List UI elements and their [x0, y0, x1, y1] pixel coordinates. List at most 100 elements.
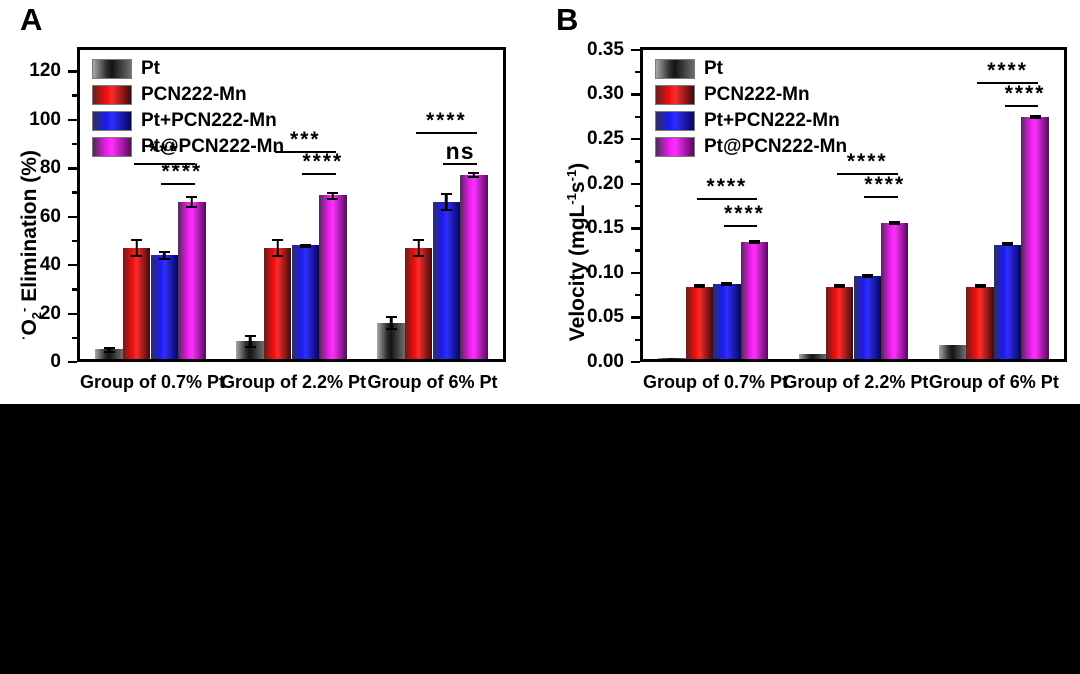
legend-item: Pt [92, 58, 284, 79]
error-bar-PCN222-Mn-group-2 [413, 238, 425, 258]
bar-Pt+PCN222-Mn-group-0 [713, 284, 741, 359]
legend-item: PCN222-Mn [655, 84, 847, 105]
bar-Pt@PCN222-Mn-group-0 [178, 201, 206, 359]
significance-bracket: *** [274, 125, 336, 154]
bar-Pt-group-0 [658, 358, 686, 359]
y-major-tick [631, 48, 640, 52]
significance-label: **** [987, 59, 1028, 83]
x-category-label: Group of 0.7% Pt [80, 372, 226, 392]
y-major-tick [631, 93, 640, 96]
error-bar-Pt@PCN222-Mn-group-0 [186, 196, 198, 208]
bar-Pt@PCN222-Mn-group-1 [880, 223, 909, 359]
bottom-black-bar [0, 404, 1080, 674]
panel-a-plot-area: Pt PCN222-Mn Pt+PCN222-Mn Pt@PCN222-Mn *** **… [77, 47, 506, 362]
y-tick-label: 20 [39, 302, 61, 324]
bar-Pt+PCN222-Mn-group-2 [432, 201, 461, 359]
error-bar-Pt@PCN222-Mn-group-1 [327, 191, 339, 201]
y-tick-label: 60 [39, 205, 61, 227]
legend-item: Pt+PCN222-Mn [92, 110, 284, 131]
significance-label: **** [1004, 82, 1046, 106]
panel-a-letter: A [20, 2, 43, 37]
y-tick-label: 120 [29, 60, 61, 82]
significance-label: *** [149, 140, 180, 164]
y-minor-tick [72, 142, 77, 146]
bar-Pt+PCN222-Mn-group-1 [291, 245, 320, 359]
bar-PCN222-Mn-group-1 [826, 286, 854, 359]
significance-label: **** [724, 201, 765, 225]
error-bar-PCN222-Mn-group-0 [693, 283, 705, 288]
y-minor-tick [72, 94, 77, 97]
legend-label: PCN222-Mn [704, 83, 810, 105]
error-bar-Pt+PCN222-Mn-group-2 [1002, 241, 1014, 246]
significance-label: **** [302, 149, 344, 173]
y-major-tick [68, 312, 77, 315]
y-tick-label: 0.35 [587, 38, 624, 60]
legend: Pt PCN222-Mn Pt+PCN222-Mn Pt@PCN222-Mn [92, 58, 284, 162]
bar-Pt-group-1 [798, 353, 826, 359]
error-bar-Pt@PCN222-Mn-group-0 [748, 239, 760, 244]
bar-Pt-group-2 [938, 344, 967, 359]
significance-bracket: **** [864, 170, 906, 199]
y-minor-tick [635, 204, 640, 208]
panel-b-plot-area: Pt PCN222-Mn Pt+PCN222-Mn Pt@PCN222-Mn **** *… [640, 47, 1067, 362]
bar-Pt+PCN222-Mn-group-0 [150, 254, 179, 359]
x-category-label: Group of 0.7% Pt [643, 372, 789, 392]
error-bar-Pt-group-2 [385, 316, 397, 330]
legend-label: Pt@PCN222-Mn [141, 135, 285, 157]
bar-PCN222-Mn-group-2 [404, 247, 433, 359]
y-major-tick [631, 227, 640, 230]
legend-swatch-Pt@PCN222-Mn [92, 136, 132, 157]
y-minor-tick [72, 191, 77, 194]
y-tick-label: 0.25 [587, 127, 624, 149]
bar-Pt-group-1 [236, 340, 264, 359]
significance-bracket: **** [415, 106, 477, 134]
y-minor-tick [72, 239, 77, 243]
legend-swatch-Pt+PCN222-Mn [92, 110, 132, 131]
y-tick-label: 0.00 [587, 351, 624, 372]
bar-Pt@PCN222-Mn-group-2 [460, 174, 488, 359]
y-major-tick [68, 167, 77, 170]
error-bar-Pt-group-0 [103, 346, 115, 353]
significance-bracket: *** [133, 137, 195, 166]
y-major-tick [68, 70, 77, 73]
error-bar-Pt@PCN222-Mn-group-2 [1029, 114, 1041, 119]
error-bar-Pt@PCN222-Mn-group-2 [468, 172, 480, 179]
y-tick-label: 40 [39, 254, 61, 276]
x-category-label: Group of 2.2% Pt [221, 372, 367, 392]
legend-swatch-PCN222-Mn [655, 84, 695, 105]
y-tick-label: 0.05 [587, 306, 624, 328]
significance-bracket: **** [724, 199, 765, 227]
error-bar-Pt+PCN222-Mn-group-1 [299, 243, 311, 248]
legend-label: PCN222-Mn [141, 83, 247, 105]
legend-item: Pt+PCN222-Mn [655, 110, 847, 131]
significance-label: ns [445, 138, 475, 165]
y-minor-tick [635, 115, 640, 118]
significance-bracket: ns [443, 137, 477, 166]
significance-bracket: **** [836, 147, 898, 176]
legend-item: Pt [655, 58, 847, 79]
legend-label: Pt@PCN222-Mn [704, 135, 848, 157]
error-bar-PCN222-Mn-group-1 [272, 238, 284, 258]
y-tick-label: 0.10 [587, 261, 624, 283]
legend-swatch-Pt+PCN222-Mn [655, 110, 695, 131]
bar-PCN222-Mn-group-0 [122, 247, 151, 359]
y-minor-tick [635, 294, 640, 297]
bar-Pt@PCN222-Mn-group-0 [740, 242, 769, 359]
y-minor-tick [635, 338, 640, 342]
bar-PCN222-Mn-group-2 [966, 286, 994, 359]
bar-PCN222-Mn-group-1 [263, 247, 292, 359]
y-minor-tick [635, 160, 640, 163]
y-major-tick [631, 182, 640, 185]
bar-Pt+PCN222-Mn-group-2 [993, 244, 1022, 359]
significance-label: **** [864, 173, 906, 197]
significance-bracket: **** [977, 56, 1038, 85]
y-minor-tick [72, 336, 77, 340]
y-major-tick [631, 137, 640, 141]
y-major-tick [68, 215, 77, 218]
legend-swatch-Pt [655, 58, 695, 79]
significance-label: **** [161, 159, 203, 183]
y-tick-label: 0.15 [587, 217, 624, 239]
error-bar-Pt+PCN222-Mn-group-0 [721, 281, 733, 286]
error-bar-Pt+PCN222-Mn-group-0 [158, 250, 170, 260]
